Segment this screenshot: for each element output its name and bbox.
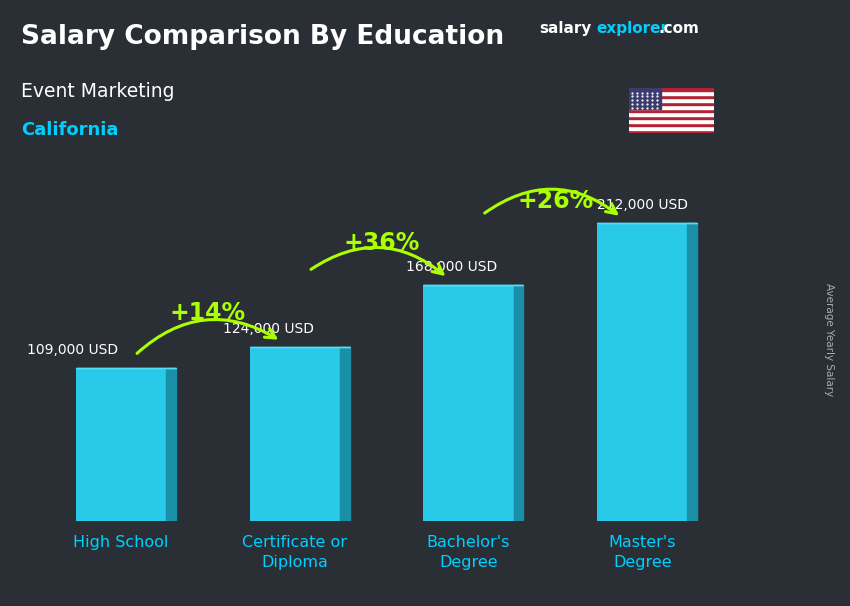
Text: California: California [21, 121, 119, 139]
Bar [629, 109, 714, 112]
Text: +14%: +14% [170, 301, 246, 325]
Bar [629, 95, 714, 98]
Text: Salary Comparison By Education: Salary Comparison By Education [21, 24, 504, 50]
Bar [423, 285, 513, 521]
Text: Event Marketing: Event Marketing [21, 82, 175, 101]
Text: Average Yearly Salary: Average Yearly Salary [824, 283, 834, 396]
Text: +36%: +36% [343, 231, 420, 255]
Text: 109,000 USD: 109,000 USD [27, 342, 118, 357]
Polygon shape [340, 347, 349, 521]
Bar [629, 112, 714, 116]
Bar [629, 88, 661, 109]
Bar [629, 116, 714, 119]
Text: .com: .com [659, 21, 700, 36]
Text: +26%: +26% [518, 188, 593, 213]
Text: explorer: explorer [597, 21, 669, 36]
Bar [629, 119, 714, 123]
Bar [629, 126, 714, 130]
Text: salary: salary [540, 21, 592, 36]
Bar [629, 98, 714, 102]
Text: 124,000 USD: 124,000 USD [224, 322, 314, 336]
Text: 212,000 USD: 212,000 USD [597, 198, 688, 212]
Bar [629, 130, 714, 133]
Bar [629, 123, 714, 126]
Polygon shape [688, 223, 697, 521]
Bar [597, 223, 688, 521]
Bar [250, 347, 340, 521]
Bar [629, 102, 714, 105]
Text: 168,000 USD: 168,000 USD [405, 260, 496, 274]
Bar [629, 88, 714, 92]
Bar [76, 368, 167, 521]
Polygon shape [513, 285, 524, 521]
Bar [629, 105, 714, 109]
Bar [629, 92, 714, 95]
Polygon shape [167, 368, 176, 521]
